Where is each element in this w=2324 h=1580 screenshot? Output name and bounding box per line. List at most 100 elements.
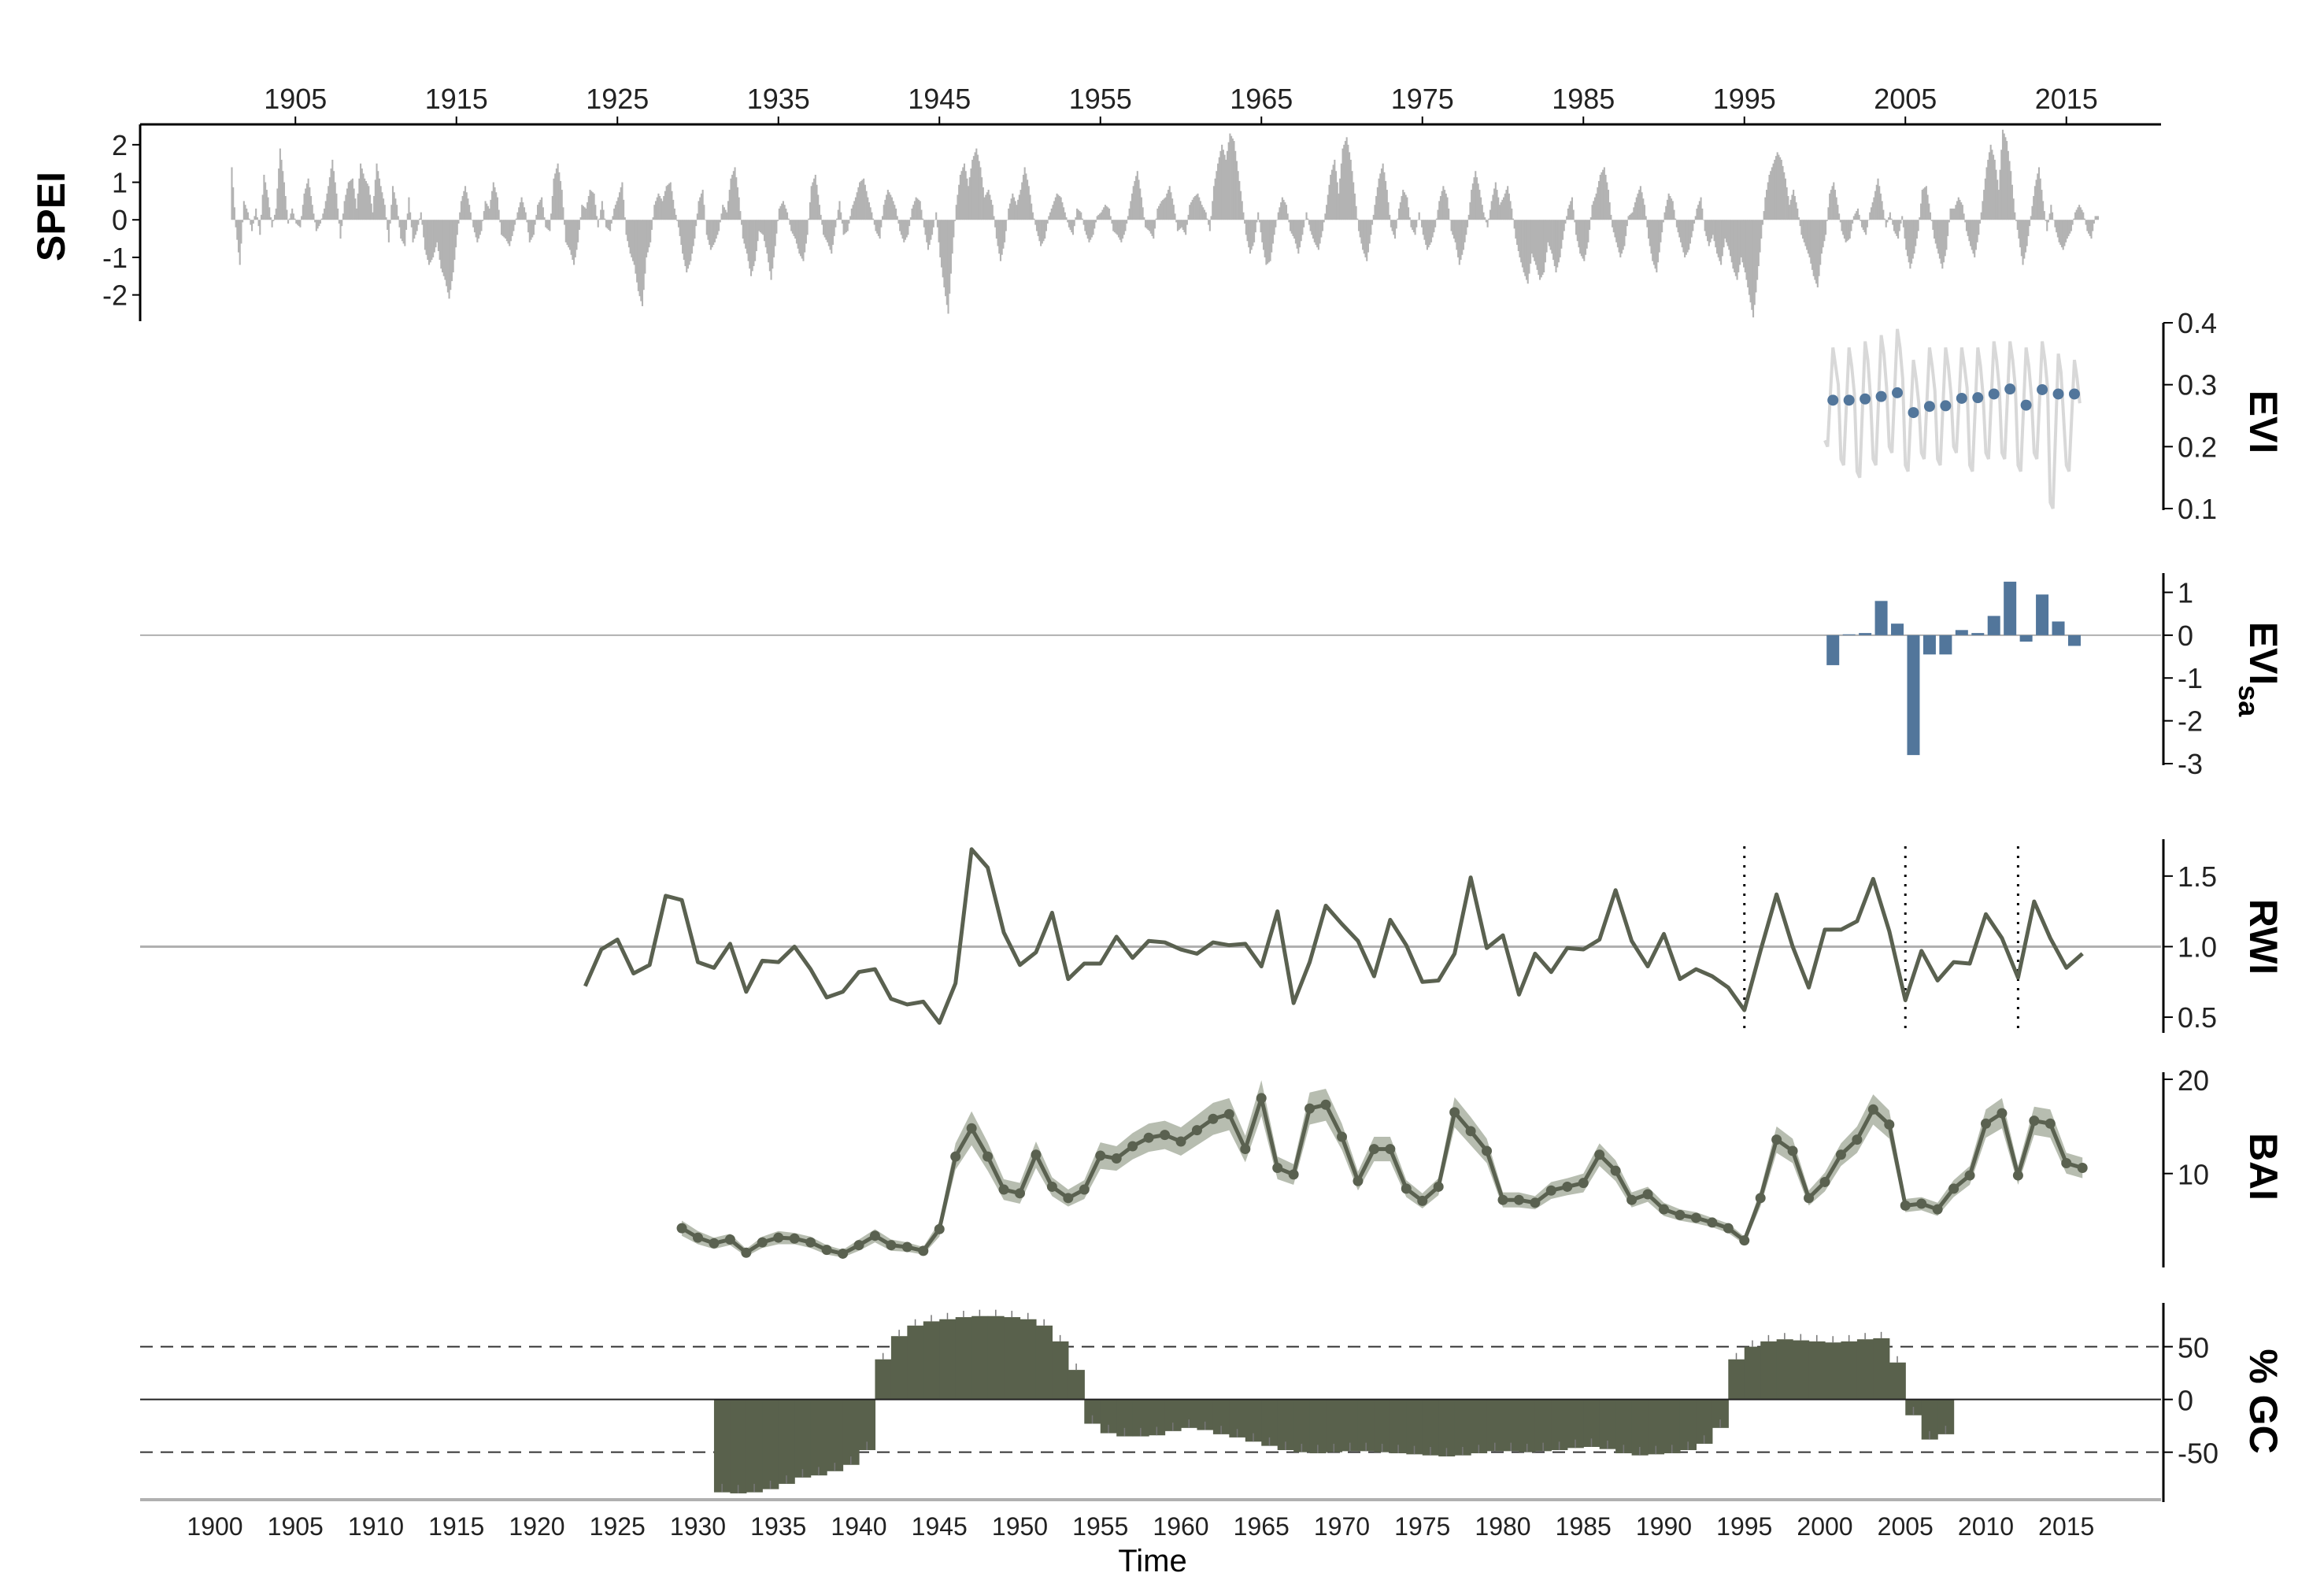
spei-bar: [1138, 179, 1140, 220]
spei-bar: [1387, 202, 1390, 220]
spei-bar: [790, 220, 793, 231]
spei-bar: [1345, 137, 1348, 220]
spei-bar: [1595, 193, 1597, 220]
spei-bar: [2026, 220, 2028, 246]
spei-bar: [1475, 171, 1477, 220]
spei-bar: [1521, 220, 1523, 268]
spei-bar: [1108, 208, 1111, 220]
spei-bar: [405, 220, 408, 230]
spei-bar: [916, 198, 919, 220]
spei-bar: [1649, 220, 1651, 246]
spei-bar: [650, 220, 653, 230]
gc-bar: [1116, 1399, 1134, 1437]
bai-point: [1385, 1144, 1396, 1155]
bai-point: [1787, 1145, 1798, 1156]
spei-bar: [558, 172, 561, 220]
spei-bar: [1214, 178, 1216, 220]
spei-bar: [1643, 205, 1646, 220]
evi-annual-point: [2037, 383, 2048, 395]
spei-bar: [546, 220, 549, 229]
spei-bar: [1212, 201, 1214, 220]
spei-bar: [446, 220, 449, 293]
spei-bar: [1235, 161, 1238, 220]
spei-bar: [503, 220, 505, 238]
spei-bar: [1397, 218, 1399, 220]
spei-bar: [1336, 182, 1338, 220]
spei-bar: [1993, 159, 1996, 220]
spei-bar: [1717, 220, 1719, 257]
evi-sa-axis-title: EVIsa: [2233, 622, 2285, 718]
bai-point: [966, 1123, 977, 1134]
spei-bar: [1791, 194, 1793, 220]
bai-point: [789, 1233, 800, 1244]
spei-bar: [1898, 220, 1900, 231]
spei-bar: [1540, 220, 1542, 278]
spei-bar: [2093, 220, 2095, 224]
spei-bar: [1401, 196, 1403, 220]
spei-bar: [1825, 220, 1827, 235]
spei-bar: [867, 197, 869, 220]
spei-bar: [1241, 201, 1243, 220]
spei-bar: [1737, 220, 1740, 272]
spei-bar: [1893, 220, 1896, 231]
spei-bar: [1130, 201, 1132, 220]
spei-bar: [2037, 167, 2041, 220]
spei-bar: [1245, 220, 1247, 235]
spei-bar: [749, 220, 753, 276]
gc-bar: [1309, 1399, 1327, 1454]
gc-bar: [1825, 1342, 1842, 1400]
spei-bar: [778, 208, 780, 220]
spei-bar: [1126, 220, 1128, 224]
spei-bar: [1480, 197, 1482, 220]
spei-bar: [1452, 220, 1456, 239]
spei-bar: [1279, 207, 1281, 220]
spei-bar: [1120, 220, 1123, 242]
spei-bar: [383, 198, 385, 220]
spei-bar: [1949, 208, 1952, 220]
spei-bar: [873, 220, 875, 225]
spei-bar: [1904, 220, 1906, 239]
spei-bar: [345, 194, 347, 220]
bai-point: [1900, 1200, 1911, 1211]
spei-bar: [728, 190, 731, 220]
spei-bar: [2004, 137, 2007, 220]
bai-point: [709, 1238, 720, 1249]
spei-bar: [291, 208, 294, 220]
x-tick-label: 1910: [348, 1512, 404, 1541]
spei-bar: [770, 220, 772, 280]
evi-annual-point: [1972, 392, 1984, 404]
spei-bar: [1804, 220, 1807, 246]
spei-bar: [998, 220, 1001, 254]
spei-bar: [1445, 193, 1447, 220]
gc-bar: [923, 1321, 940, 1400]
spei-bar: [1593, 197, 1596, 220]
spei-bar: [1123, 220, 1125, 235]
spei-bar: [1549, 220, 1552, 250]
gc-bar: [1503, 1399, 1520, 1452]
spei-bar: [1305, 212, 1308, 220]
spei-bar: [437, 220, 439, 251]
spei-bar: [1800, 220, 1803, 235]
spei-bar: [1843, 220, 1845, 239]
spei-bar: [1149, 220, 1151, 231]
evi-sa-bar: [1859, 633, 1872, 635]
gc-bar: [1471, 1399, 1488, 1454]
spei-bar: [557, 163, 559, 220]
spei-bar: [1171, 198, 1174, 220]
spei-bar: [668, 183, 671, 220]
rwi-axis-title: RWI: [2241, 899, 2285, 975]
spei-bar: [1704, 220, 1706, 231]
spei-bar: [787, 218, 790, 220]
spei-bar: [817, 194, 820, 220]
spei-bar: [886, 190, 889, 220]
spei-bar: [2054, 220, 2056, 228]
spei-bar: [1292, 220, 1294, 236]
spei-bar: [1630, 213, 1632, 220]
spei-bar: [1282, 199, 1285, 220]
spei-bar: [1185, 220, 1187, 235]
spei-bar: [1637, 193, 1639, 220]
spei-bar: [987, 190, 990, 220]
spei-bar: [1715, 220, 1719, 254]
spei-bar: [496, 197, 498, 220]
bai-point: [1208, 1113, 1219, 1124]
